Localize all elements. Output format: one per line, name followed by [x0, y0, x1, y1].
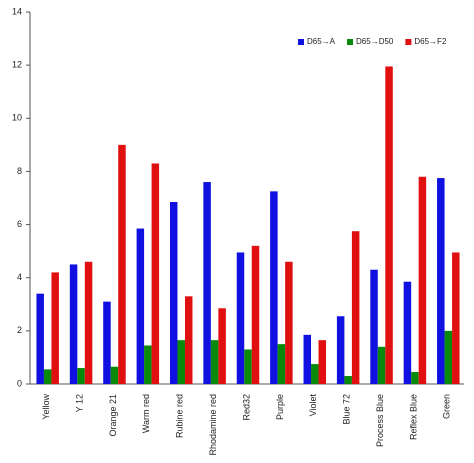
bar — [36, 293, 44, 384]
bar — [344, 376, 352, 384]
y-tick-label: 14 — [12, 6, 22, 16]
bar — [311, 364, 319, 384]
bar — [77, 368, 85, 384]
x-tick-label: Y 12 — [74, 394, 84, 412]
bar — [437, 178, 445, 384]
bar — [103, 301, 111, 384]
bar — [277, 344, 286, 384]
bar — [444, 330, 453, 384]
bar — [244, 349, 252, 384]
bar — [136, 228, 145, 384]
bar — [285, 261, 293, 384]
bar — [411, 372, 419, 384]
x-tick-label: Blue 72 — [342, 394, 352, 425]
x-tick-label: Purple — [275, 394, 285, 420]
bar — [370, 269, 378, 384]
bar — [84, 261, 93, 384]
bar — [251, 245, 260, 384]
x-tick-label: Green — [442, 394, 452, 419]
y-tick-label: 4 — [17, 272, 22, 282]
bar — [318, 340, 327, 384]
bar — [236, 252, 245, 384]
x-tick-label: Process Blue — [375, 394, 385, 447]
y-tick-label: 2 — [17, 325, 22, 335]
bar — [418, 176, 427, 384]
bar — [303, 334, 312, 384]
y-tick-label: 0 — [17, 378, 22, 388]
bar — [110, 366, 119, 384]
y-tick-label: 10 — [12, 113, 22, 123]
bar — [377, 346, 386, 384]
legend-label: D65→D50 — [356, 37, 394, 46]
bar — [270, 191, 278, 384]
bar — [385, 66, 393, 384]
y-tick-label: 8 — [17, 166, 22, 176]
bar — [177, 340, 185, 384]
x-tick-label: Rubine red — [175, 394, 185, 438]
bar — [43, 369, 52, 384]
legend-label: D65→F2 — [414, 37, 447, 46]
bar — [151, 163, 160, 384]
y-tick-label: 12 — [12, 60, 22, 70]
bar — [452, 252, 460, 384]
x-tick-label: Reflex Blue — [408, 394, 418, 440]
bar — [210, 340, 219, 384]
bar — [218, 308, 226, 384]
bar — [144, 345, 152, 384]
bar — [336, 316, 345, 384]
x-tick-label: Yellow — [41, 394, 51, 420]
bar — [69, 264, 78, 384]
legend-swatch — [298, 39, 304, 45]
bar — [118, 144, 126, 384]
y-tick-label: 6 — [17, 219, 22, 229]
x-tick-label: Violet — [308, 394, 318, 417]
x-tick-label: Rhodamine red — [208, 394, 218, 456]
legend-label: D65→A — [307, 37, 336, 46]
legend-swatch — [405, 39, 412, 45]
x-tick-label: Red32 — [241, 394, 251, 421]
x-tick-label: Orange 21 — [108, 394, 118, 437]
bar — [203, 182, 211, 384]
bar — [184, 296, 193, 384]
x-tick-label: Warm red — [141, 394, 151, 433]
bar — [351, 231, 360, 384]
legend-swatch — [347, 39, 354, 45]
bar — [169, 201, 178, 384]
bar — [51, 272, 59, 384]
bar — [403, 281, 412, 384]
